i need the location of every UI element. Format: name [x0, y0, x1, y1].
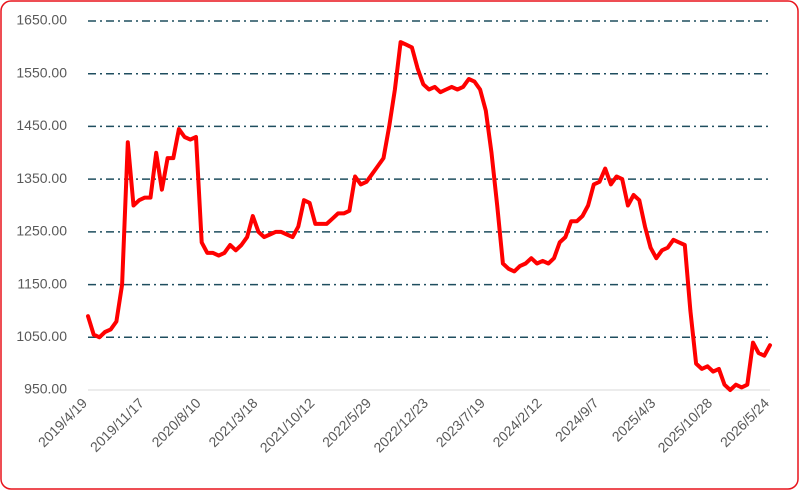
y-tick-label: 950.00 — [24, 381, 67, 397]
series-line — [86, 40, 772, 392]
y-tick-label: 1450.00 — [16, 117, 67, 133]
y-tick-label: 1650.00 — [16, 12, 67, 28]
y-tick-label: 1250.00 — [16, 223, 67, 239]
y-tick-label: 1550.00 — [16, 64, 67, 80]
y-tick-label: 1350.00 — [16, 170, 67, 186]
y-tick-label: 1050.00 — [16, 328, 67, 344]
y-tick-label: 1150.00 — [17, 275, 67, 291]
